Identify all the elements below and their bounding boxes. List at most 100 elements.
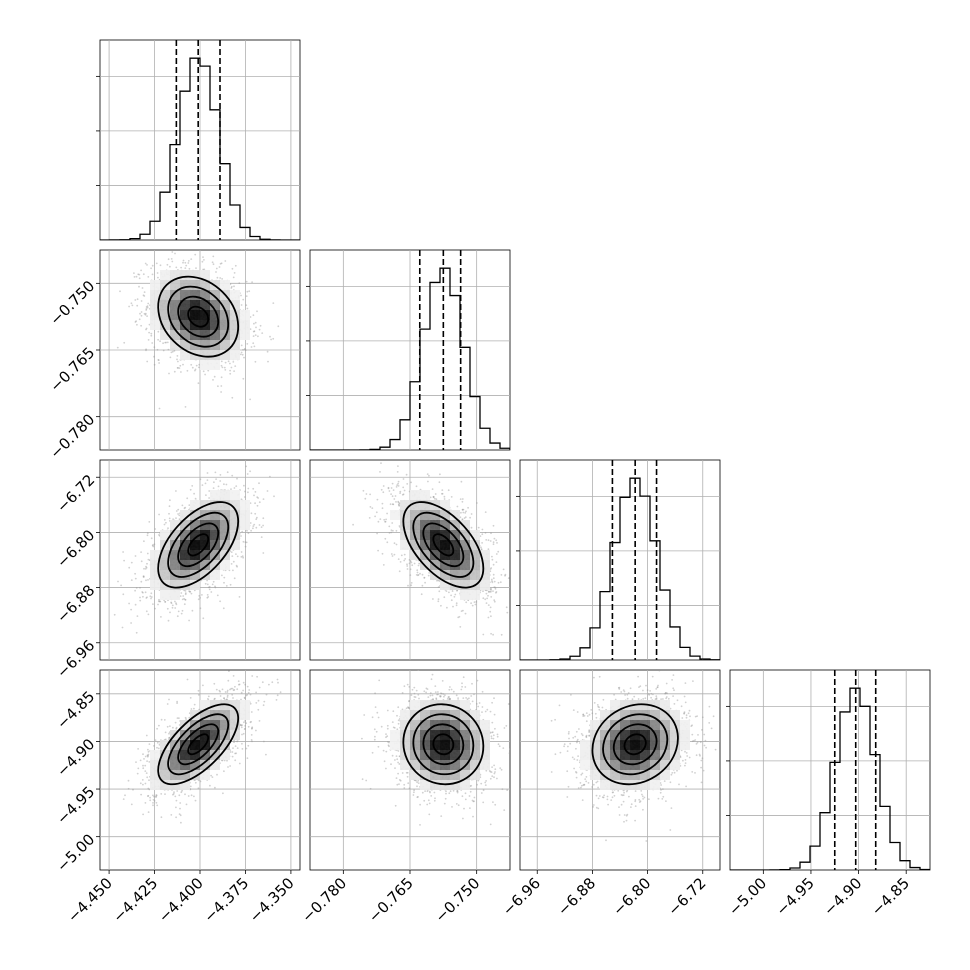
sample-point (399, 492, 401, 494)
sample-point (477, 526, 480, 529)
sample-point (470, 602, 472, 605)
sample-point (487, 591, 490, 593)
sample-point (175, 266, 178, 269)
sample-point (175, 602, 177, 605)
y-tick-label: −0.765 (46, 344, 98, 396)
sample-point (150, 592, 153, 595)
sample-point (166, 607, 169, 610)
sample-point (194, 368, 197, 371)
sample-point (217, 485, 220, 488)
sample-point (482, 590, 484, 593)
sample-point (417, 574, 419, 577)
sample-point (220, 364, 223, 367)
sample-point (211, 583, 214, 586)
sample-point (392, 529, 394, 532)
sample-point (240, 551, 243, 553)
sample-point (178, 518, 181, 520)
sample-point (174, 252, 176, 255)
sample-point (490, 590, 492, 593)
density-cell (220, 280, 230, 290)
sample-point (134, 589, 137, 592)
sample-point (470, 513, 473, 515)
sample-point (140, 314, 143, 317)
density-cell (190, 290, 200, 300)
sample-point (231, 396, 234, 399)
sample-point (229, 372, 232, 375)
sample-point (233, 285, 235, 288)
density-cell (200, 290, 210, 300)
sample-point (158, 600, 161, 603)
sample-point (128, 602, 131, 605)
sample-point (480, 546, 482, 549)
sample-point (252, 342, 255, 345)
density-cell (170, 300, 180, 310)
sample-point (507, 577, 510, 579)
sample-point (410, 481, 412, 484)
sample-point (199, 607, 202, 610)
sample-point (136, 304, 139, 307)
sample-point (406, 568, 409, 570)
density-cell (170, 290, 180, 300)
sample-point (386, 512, 388, 515)
sample-point (246, 473, 249, 475)
density-cell (180, 340, 190, 350)
sample-point (147, 339, 150, 341)
sample-point (470, 526, 473, 529)
sample-point (153, 543, 156, 546)
sample-point (219, 277, 222, 279)
density-cell (220, 320, 230, 330)
sample-point (375, 511, 378, 514)
sample-point (253, 345, 256, 348)
sample-point (145, 566, 148, 569)
sample-point (463, 517, 466, 519)
sample-point (142, 575, 145, 578)
scatter-panel-2-0: −6.96−6.88−6.80−6.72 (53, 459, 301, 682)
sample-point (230, 287, 233, 289)
sample-point (157, 600, 160, 603)
sample-point (164, 341, 167, 344)
sample-point (433, 497, 436, 500)
sample-point (117, 580, 119, 583)
sample-point (388, 532, 391, 534)
density-cell (220, 540, 230, 550)
density-cell (210, 310, 220, 320)
density-cell (210, 510, 220, 520)
sample-point (135, 631, 138, 634)
sample-point (139, 599, 142, 602)
sample-point (245, 295, 248, 297)
sample-point (214, 471, 217, 474)
sample-point (144, 568, 147, 570)
sample-point (171, 260, 174, 263)
sample-point (191, 366, 194, 369)
sample-point (387, 487, 390, 490)
contour-line (157, 275, 240, 358)
sample-point (220, 360, 223, 363)
sample-point (429, 496, 432, 499)
density-cell (180, 330, 190, 340)
sample-point (213, 481, 215, 484)
sample-point (169, 356, 172, 359)
sample-point (246, 307, 249, 310)
sample-point (490, 567, 493, 569)
sample-point (410, 561, 413, 564)
sample-point (119, 290, 121, 293)
density-cell (170, 580, 180, 590)
sample-point (171, 606, 174, 609)
sample-point (461, 508, 464, 511)
sample-point (465, 510, 467, 513)
sample-point (156, 272, 159, 274)
sample-point (391, 495, 394, 498)
sample-point (177, 367, 179, 369)
sample-point (428, 572, 431, 574)
sample-point (140, 580, 143, 583)
sample-point (491, 580, 493, 582)
sample-point (188, 590, 191, 592)
sample-point (231, 267, 234, 270)
sample-point (250, 529, 253, 532)
density-cell (240, 520, 250, 530)
sample-point (506, 611, 509, 614)
sample-point (206, 594, 209, 596)
sample-point (473, 601, 476, 603)
sample-point (145, 579, 147, 582)
sample-point (178, 514, 181, 517)
